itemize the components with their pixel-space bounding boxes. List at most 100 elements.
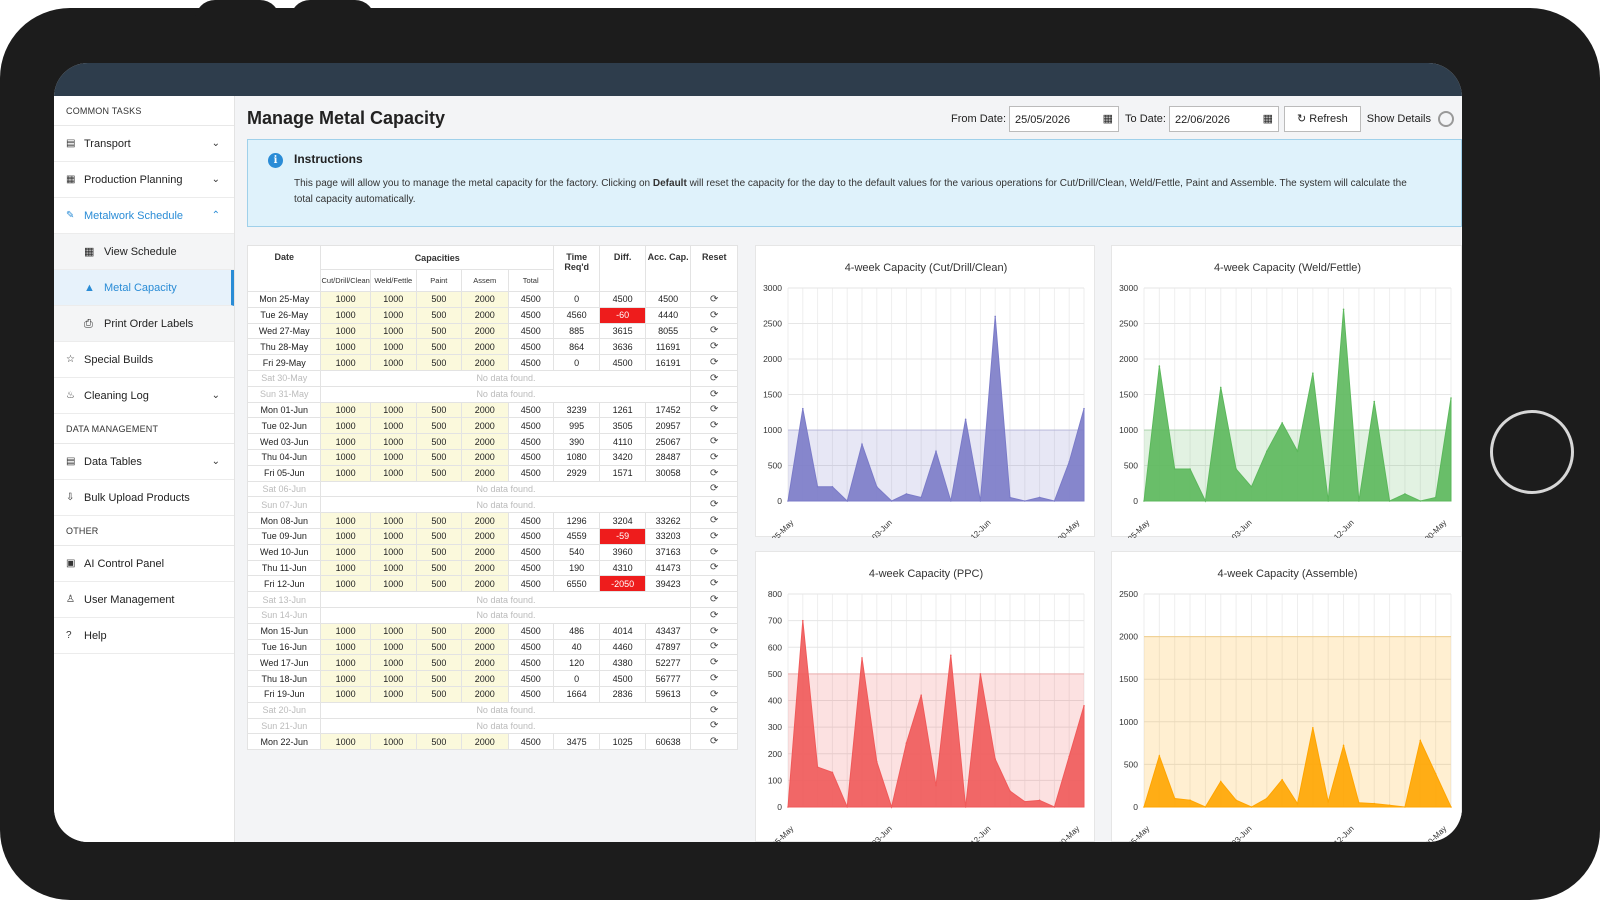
cell-weld[interactable]: 1000 — [369, 622, 417, 640]
cell-assem[interactable]: 2000 — [461, 543, 509, 561]
cell-weld[interactable]: 1000 — [369, 417, 417, 435]
reset-button[interactable]: ⟳ — [690, 401, 738, 419]
cell-weld[interactable]: 1000 — [369, 464, 417, 482]
cell-paint[interactable]: 500 — [415, 354, 463, 371]
cell-paint[interactable]: 500 — [415, 448, 463, 466]
cell-cut[interactable]: 1000 — [320, 559, 371, 577]
cell-cut[interactable]: 1000 — [320, 354, 371, 371]
sidebar-item-special-builds[interactable]: ☆ Special Builds — [54, 342, 234, 378]
calendar-icon[interactable]: ▦ — [1102, 113, 1114, 125]
cell-cut[interactable]: 1000 — [320, 448, 371, 466]
reset-button[interactable]: ⟳ — [690, 622, 738, 640]
cell-weld[interactable]: 1000 — [369, 670, 417, 687]
cell-paint[interactable]: 500 — [415, 291, 463, 308]
sidebar-item-metal-capacity[interactable]: ▲ Metal Capacity — [54, 270, 234, 306]
cell-assem[interactable]: 2000 — [461, 575, 509, 593]
from-date-input[interactable]: 25/05/2026 ▦ — [1009, 106, 1120, 132]
cell-paint[interactable]: 500 — [415, 322, 463, 340]
cell-paint[interactable]: 500 — [415, 733, 463, 751]
reset-button[interactable]: ⟳ — [690, 701, 738, 719]
cell-assem[interactable]: 2000 — [461, 448, 509, 466]
reset-button[interactable]: ⟳ — [690, 291, 738, 308]
cell-cut[interactable]: 1000 — [320, 464, 371, 482]
cell-weld[interactable]: 1000 — [369, 575, 417, 593]
reset-button[interactable]: ⟳ — [690, 733, 738, 751]
refresh-button[interactable]: ↻ Refresh — [1283, 106, 1361, 132]
reset-button[interactable]: ⟳ — [690, 654, 738, 672]
cell-weld[interactable]: 1000 — [369, 527, 417, 545]
reset-button[interactable]: ⟳ — [690, 527, 738, 545]
reset-button[interactable]: ⟳ — [690, 496, 738, 514]
cell-cut[interactable]: 1000 — [320, 543, 371, 561]
cell-paint[interactable]: 500 — [415, 559, 463, 577]
sidebar-item-bulk-upload[interactable]: ⇩ Bulk Upload Products — [54, 480, 234, 516]
cell-paint[interactable]: 500 — [415, 401, 463, 419]
cell-weld[interactable]: 1000 — [369, 543, 417, 561]
cell-paint[interactable]: 500 — [415, 685, 463, 703]
cell-assem[interactable]: 2000 — [461, 527, 509, 545]
reset-button[interactable]: ⟳ — [690, 322, 738, 340]
sidebar-item-help[interactable]: ? Help — [54, 618, 234, 654]
cell-weld[interactable]: 1000 — [369, 638, 417, 656]
cell-assem[interactable]: 2000 — [461, 322, 509, 340]
cell-paint[interactable]: 500 — [415, 575, 463, 593]
calendar-icon[interactable]: ▦ — [1262, 113, 1273, 125]
sidebar-item-ai-control-panel[interactable]: ▣ AI Control Panel — [54, 546, 234, 582]
cell-assem[interactable]: 2000 — [461, 654, 509, 672]
reset-button[interactable]: ⟳ — [690, 685, 738, 703]
cell-cut[interactable]: 1000 — [320, 338, 371, 356]
cell-assem[interactable]: 2000 — [461, 638, 509, 656]
cell-cut[interactable]: 1000 — [320, 401, 371, 419]
show-details-toggle[interactable] — [1438, 111, 1454, 127]
reset-button[interactable]: ⟳ — [690, 338, 738, 356]
reset-button[interactable]: ⟳ — [690, 670, 738, 687]
cell-paint[interactable]: 500 — [415, 638, 463, 656]
cell-assem[interactable]: 2000 — [461, 559, 509, 577]
sidebar-item-print-order-labels[interactable]: ⎙ Print Order Labels — [54, 306, 234, 342]
cell-cut[interactable]: 1000 — [320, 685, 371, 703]
home-button[interactable] — [1490, 410, 1574, 494]
reset-button[interactable]: ⟳ — [690, 559, 738, 577]
cell-cut[interactable]: 1000 — [320, 527, 371, 545]
reset-button[interactable]: ⟳ — [690, 606, 738, 624]
cell-assem[interactable]: 2000 — [461, 401, 509, 419]
reset-button[interactable]: ⟳ — [690, 464, 738, 482]
cell-assem[interactable]: 2000 — [461, 338, 509, 356]
cell-cut[interactable]: 1000 — [320, 417, 371, 435]
cell-cut[interactable]: 1000 — [320, 291, 371, 308]
reset-button[interactable]: ⟳ — [690, 717, 738, 735]
cell-paint[interactable]: 500 — [415, 670, 463, 687]
cell-weld[interactable]: 1000 — [369, 512, 417, 529]
cell-weld[interactable]: 1000 — [369, 338, 417, 356]
reset-button[interactable]: ⟳ — [690, 369, 738, 387]
cell-paint[interactable]: 500 — [415, 464, 463, 482]
sidebar-item-cleaning-log[interactable]: ♨ Cleaning Log ⌄ — [54, 378, 234, 414]
cell-paint[interactable]: 500 — [415, 654, 463, 672]
cell-assem[interactable]: 2000 — [461, 354, 509, 371]
cell-assem[interactable]: 2000 — [461, 622, 509, 640]
cell-cut[interactable]: 1000 — [320, 638, 371, 656]
cell-paint[interactable]: 500 — [415, 338, 463, 356]
to-date-input[interactable]: 22/06/2026 ▦ — [1168, 106, 1279, 132]
cell-weld[interactable]: 1000 — [369, 733, 417, 751]
sidebar-item-transport[interactable]: ▤ Transport ⌄ — [54, 126, 234, 162]
cell-assem[interactable]: 2000 — [461, 733, 509, 751]
cell-cut[interactable]: 1000 — [320, 654, 371, 672]
cell-weld[interactable]: 1000 — [369, 291, 417, 308]
reset-button[interactable]: ⟳ — [690, 543, 738, 561]
cell-assem[interactable]: 2000 — [461, 433, 509, 450]
cell-cut[interactable]: 1000 — [320, 322, 371, 340]
cell-weld[interactable]: 1000 — [369, 306, 417, 324]
sidebar-item-user-management[interactable]: ♙ User Management — [54, 582, 234, 618]
reset-button[interactable]: ⟳ — [690, 306, 738, 324]
cell-weld[interactable]: 1000 — [369, 322, 417, 340]
cell-cut[interactable]: 1000 — [320, 622, 371, 640]
cell-assem[interactable]: 2000 — [461, 291, 509, 308]
cell-cut[interactable]: 1000 — [320, 433, 371, 450]
sidebar-item-metalwork-schedule[interactable]: ✎ Metalwork Schedule ⌃ — [54, 198, 234, 234]
cell-cut[interactable]: 1000 — [320, 512, 371, 529]
cell-weld[interactable]: 1000 — [369, 654, 417, 672]
reset-button[interactable]: ⟳ — [690, 448, 738, 466]
reset-button[interactable]: ⟳ — [690, 591, 738, 608]
cell-cut[interactable]: 1000 — [320, 670, 371, 687]
